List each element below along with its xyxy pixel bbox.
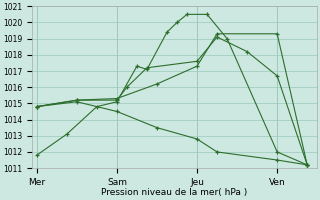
X-axis label: Pression niveau de la mer( hPa ): Pression niveau de la mer( hPa ) bbox=[101, 188, 248, 197]
